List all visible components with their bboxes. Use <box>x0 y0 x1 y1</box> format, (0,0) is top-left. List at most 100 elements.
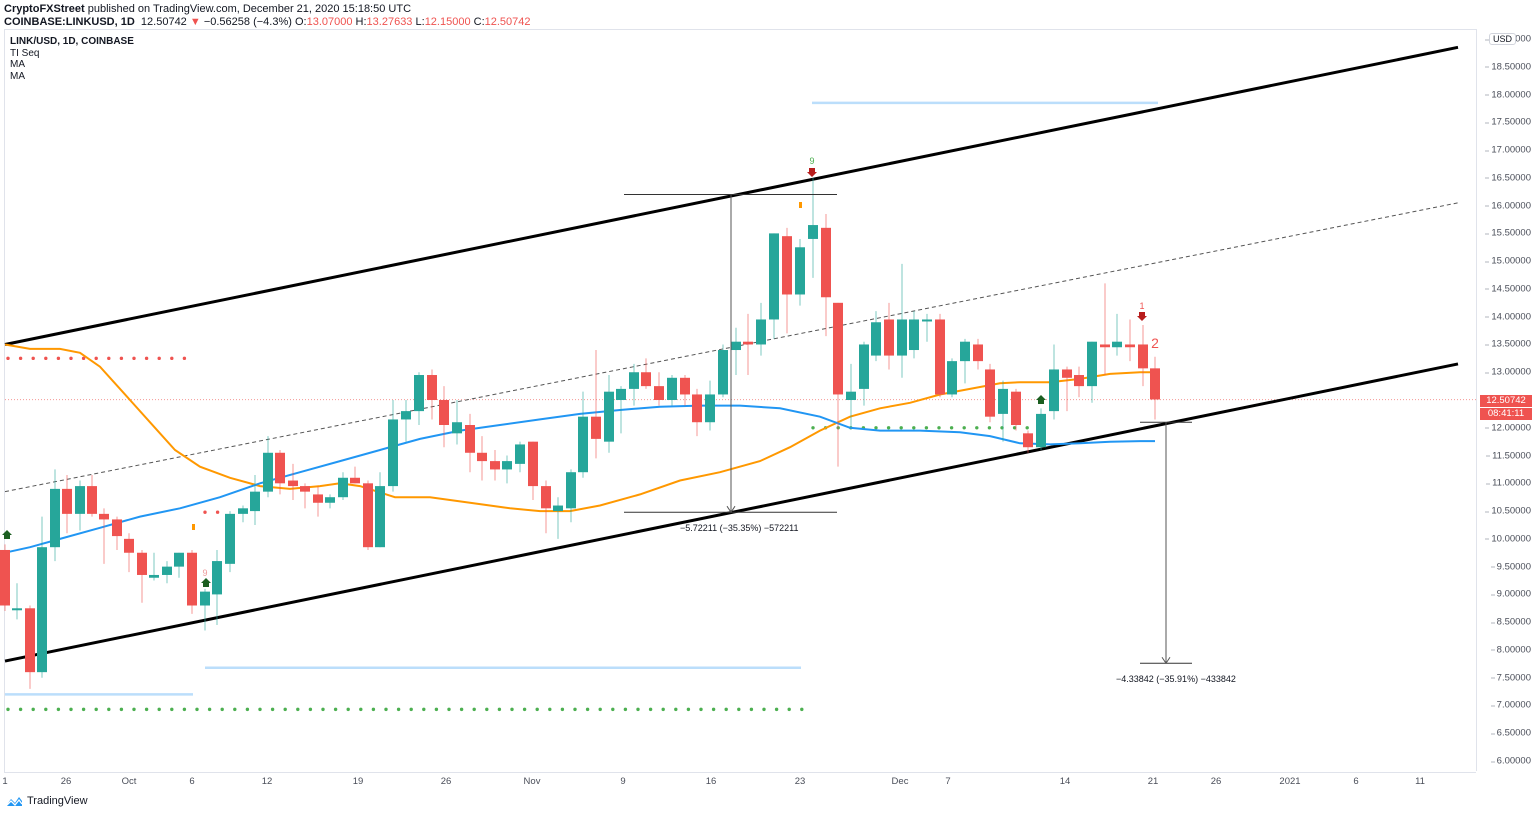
tiseq-support-dot <box>422 707 426 712</box>
open-label: O: <box>294 16 307 28</box>
candle-body <box>541 486 551 509</box>
tiseq-support-dot <box>396 707 401 712</box>
published-text: published on TradingView.com, December 2… <box>84 3 412 15</box>
candle-body <box>985 369 995 417</box>
candle-body <box>263 452 273 492</box>
candle-body <box>502 461 512 470</box>
close-label: C: <box>473 16 485 28</box>
tiseq-resistance-dot <box>56 356 61 361</box>
price-tick: 10.00000 <box>1485 533 1531 545</box>
candle-body <box>846 391 856 401</box>
tiseq-resistance-dot <box>170 356 174 361</box>
candle-body <box>212 561 222 595</box>
tiseq-support-dot <box>535 707 539 712</box>
legend-indicator-tiseq[interactable]: TI Seq <box>10 47 40 59</box>
bar-countdown-label: 08:41:11 <box>1480 408 1532 420</box>
tiseq-support-dot <box>333 707 338 712</box>
candle-body <box>288 480 298 487</box>
tiseq-support-dot <box>296 707 300 712</box>
candle-body <box>1062 369 1072 378</box>
price-plot[interactable]: 9 9 1 2 <box>0 0 1476 772</box>
candle-body <box>591 416 601 439</box>
price-tick: 14.50000 <box>1485 283 1531 295</box>
candle-body <box>884 319 894 356</box>
tiseq-support-dot <box>18 707 23 712</box>
price-tick: 17.00000 <box>1485 144 1531 156</box>
tiseq-resistance-dot <box>144 356 149 361</box>
candle-body <box>1011 391 1021 426</box>
tiseq-support-dot <box>132 707 136 712</box>
tiseq-support-dot <box>737 707 741 712</box>
tiseq-support-dot <box>459 707 464 712</box>
candle-body <box>821 227 831 298</box>
candle-body <box>414 375 424 412</box>
candle-body <box>490 461 500 470</box>
time-tick: 23 <box>794 776 806 787</box>
price-tick: 8.00000 <box>1490 644 1531 656</box>
candle-body <box>1023 433 1033 448</box>
tiseq-resistance-dot <box>157 356 161 361</box>
tiseq-support-dot <box>548 707 552 712</box>
symbol-name: COINBASE:LINKUSD, 1D <box>4 16 135 28</box>
tiseq-support-dot <box>1012 426 1017 430</box>
price-tick: 13.50000 <box>1485 338 1531 350</box>
tiseq-support-dot <box>975 426 979 430</box>
candle-body <box>1112 341 1122 348</box>
tiseq-support-dot <box>661 707 665 712</box>
candle-body <box>313 494 323 503</box>
tiseq-resistance-dot <box>203 510 207 514</box>
candle-body <box>477 452 487 462</box>
tiseq-resistance-dot <box>182 356 187 361</box>
tiseq-support-dot <box>182 707 187 712</box>
tiseq-support-dot <box>220 707 224 712</box>
price-tick: 17.50000 <box>1485 116 1531 128</box>
candle-body <box>578 416 588 473</box>
currency-badge[interactable]: USD <box>1489 33 1517 45</box>
price-tick: 8.50000 <box>1490 616 1531 628</box>
candle-body <box>200 591 210 606</box>
tiseq-support-dot <box>308 707 313 712</box>
tiseq-support-dot <box>107 707 111 712</box>
candle-body <box>99 513 109 520</box>
tiseq-support-dot <box>749 707 754 712</box>
candle-body <box>604 391 614 442</box>
tiseq-support-dot <box>573 707 577 712</box>
tiseq-support-dot <box>811 426 815 430</box>
candle-body <box>87 486 97 514</box>
candle-body <box>808 225 818 239</box>
open-value: 13.07000 <box>306 16 353 28</box>
candle-body <box>1049 369 1059 412</box>
time-tick: 16 <box>705 776 717 787</box>
candle-body <box>922 319 932 322</box>
time-axis[interactable]: 1 26 Oct 6 12 19 26 Nov 9 16 23 Dec 7 14 21 26 2021 6 11 <box>2 772 1475 789</box>
tradingview-brand[interactable]: TradingView <box>5 795 88 807</box>
candle-body <box>25 608 35 673</box>
legend-indicator-ma-2[interactable]: MA <box>10 70 25 82</box>
high-value: 13.27633 <box>366 16 413 28</box>
candle-body <box>1100 344 1110 348</box>
tiseq-support-dot <box>371 707 376 712</box>
legend-indicator-ma-1[interactable]: MA <box>10 59 25 70</box>
low-label: L: <box>415 16 425 28</box>
candle-body <box>37 547 47 673</box>
chart-legend: LINK/USD, 1D, COINBASE TI Seq MA MA <box>10 36 134 82</box>
price-axis[interactable]: 18.50000 18.00000 17.50000 17.00000 16.50000… <box>1476 29 1536 771</box>
time-tick: Nov <box>523 776 541 787</box>
publisher-name[interactable]: CryptoFXStreet <box>4 3 85 15</box>
tradingview-logo-icon <box>5 797 23 807</box>
candle-body <box>1087 341 1097 387</box>
close-value: 12.50742 <box>484 16 531 28</box>
candle-body <box>629 372 639 389</box>
tiseq-support-dot <box>648 707 653 712</box>
tiseq-support-dot <box>207 707 212 712</box>
tiseq-support-dot <box>270 707 275 712</box>
tiseq-support-dot <box>874 426 878 430</box>
tiseq-resistance-dot <box>81 356 86 361</box>
legend-title[interactable]: LINK/USD, 1D, COINBASE <box>10 36 134 47</box>
price-tick: 11.00000 <box>1486 477 1531 489</box>
time-tick: 21 <box>1147 776 1159 787</box>
tiseq-support-dot <box>6 707 10 712</box>
candle-body <box>50 488 60 548</box>
low-value: 12.15000 <box>424 16 471 28</box>
candle-body <box>1074 375 1084 387</box>
